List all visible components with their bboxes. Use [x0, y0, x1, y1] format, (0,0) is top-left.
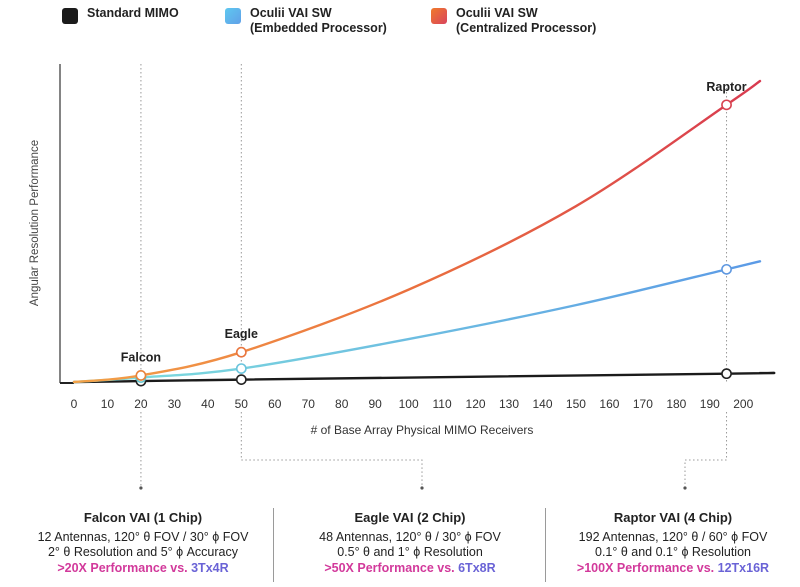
x-tick-label: 200: [733, 397, 753, 411]
legend-swatch-centralized: [431, 8, 447, 24]
panel-title: Eagle VAI (2 Chip): [354, 510, 466, 525]
x-tick-label: 130: [499, 397, 519, 411]
x-tick-label: 20: [134, 397, 148, 411]
legend-label-line: (Embedded Processor): [250, 21, 387, 35]
highlight-config: 6Tx8R: [458, 560, 496, 575]
panel-raptor: Raptor VAI (4 Chip) 192 Antennas, 120° θ…: [548, 510, 798, 576]
x-tick-label: 150: [566, 397, 586, 411]
legend-label-line: Oculii VAI SW: [250, 6, 332, 20]
panel-title: Raptor VAI (4 Chip): [613, 510, 733, 525]
data-point-marker: [235, 374, 247, 386]
panel-divider: [273, 508, 274, 582]
highlight-config: 12Tx16R: [717, 560, 770, 575]
panel-line: 0.1° θ and 0.1° ϕ Resolution: [595, 545, 751, 559]
x-tick-label: 180: [666, 397, 686, 411]
x-tick-label: 30: [168, 397, 182, 411]
x-tick-label: 50: [235, 397, 249, 411]
panel-line: 48 Antennas, 120° θ / 30° ϕ FOV: [319, 529, 501, 544]
highlight-text: >20X Performance vs.: [57, 560, 192, 575]
panel-highlight: >50X Performance vs. 6Tx8R: [285, 561, 535, 577]
highlight-config: 3Tx4R: [191, 560, 229, 575]
panel-line: 192 Antennas, 120° θ / 60° ϕ FOV: [578, 529, 768, 544]
connector-raptor: [684, 412, 728, 488]
legend-label: Standard MIMO: [87, 6, 179, 21]
panel-highlight: >20X Performance vs. 3Tx4R: [18, 561, 268, 577]
x-axis-label: # of Base Array Physical MIMO Receivers: [311, 423, 534, 437]
highlight-text: >50X Performance vs.: [324, 560, 459, 575]
legend-swatch-embedded: [225, 8, 241, 24]
panel-eagle: Eagle VAI (2 Chip) 48 Antennas, 120° θ /…: [285, 510, 535, 576]
x-tick-label: 100: [399, 397, 419, 411]
data-point-marker: [135, 370, 147, 381]
legend-item-embedded: Oculii VAI SW (Embedded Processor): [225, 6, 387, 36]
legend-label-line: (Centralized Processor): [456, 21, 597, 35]
highlight-text: >100X Performance vs.: [576, 560, 718, 575]
panel-line: 2° θ Resolution and 5° ϕ Accuracy: [47, 545, 238, 559]
series-centralized: [72, 79, 762, 384]
marker-label: Falcon: [121, 350, 161, 364]
x-tick-label: 40: [201, 397, 215, 411]
x-tick-label: 70: [302, 397, 316, 411]
x-tick-label: 170: [633, 397, 653, 411]
x-tick-label: 60: [268, 397, 282, 411]
connector-dot: [139, 486, 143, 490]
connector-dot: [683, 486, 687, 490]
chart-canvas: Angular Resolution Performance 0 10 20 30 40 5…: [29, 64, 776, 490]
legend-label: Oculii VAI SW (Embedded Processor): [250, 6, 387, 36]
data-point-marker: [235, 346, 247, 358]
x-tick-label: 90: [368, 397, 382, 411]
data-point-marker: [235, 363, 247, 374]
legend-swatch-standard: [62, 8, 78, 24]
panel-highlight: >100X Performance vs. 12Tx16R: [548, 561, 798, 577]
x-tick-label: 140: [532, 397, 552, 411]
data-point-marker: [721, 368, 732, 380]
data-point-marker: [721, 99, 732, 111]
legend-item-standard-mimo: Standard MIMO: [62, 6, 179, 24]
x-tick-label: 10: [101, 397, 115, 411]
series-embedded: [72, 260, 762, 384]
connector-dot: [420, 486, 424, 490]
legend-label-line: Oculii VAI SW: [456, 6, 538, 20]
marker-label: Raptor: [706, 80, 746, 94]
x-tick-label: 0: [71, 397, 78, 411]
x-tick-label: 160: [599, 397, 619, 411]
panel-line: 12 Antennas, 120° θ FOV / 30° ϕ FOV: [37, 529, 249, 544]
panel-line: 0.5° θ and 1° ϕ Resolution: [337, 545, 483, 559]
x-tick-label: 80: [335, 397, 349, 411]
legend-label-line: Standard MIMO: [87, 6, 179, 20]
panel-falcon: Falcon VAI (1 Chip) 12 Antennas, 120° θ …: [18, 510, 268, 576]
connector-eagle: [240, 412, 423, 488]
panel-title: Falcon VAI (1 Chip): [83, 510, 203, 525]
x-tick-label: 120: [466, 397, 486, 411]
y-axis-label: Angular Resolution Performance: [29, 140, 41, 306]
legend-label: Oculii VAI SW (Centralized Processor): [456, 6, 596, 36]
data-point-marker: [721, 263, 732, 275]
x-tick-label: 190: [700, 397, 720, 411]
marker-label: Eagle: [225, 327, 258, 341]
x-tick-label: 110: [433, 397, 452, 411]
legend-item-centralized: Oculii VAI SW (Centralized Processor): [431, 6, 596, 36]
panel-divider: [545, 508, 546, 582]
